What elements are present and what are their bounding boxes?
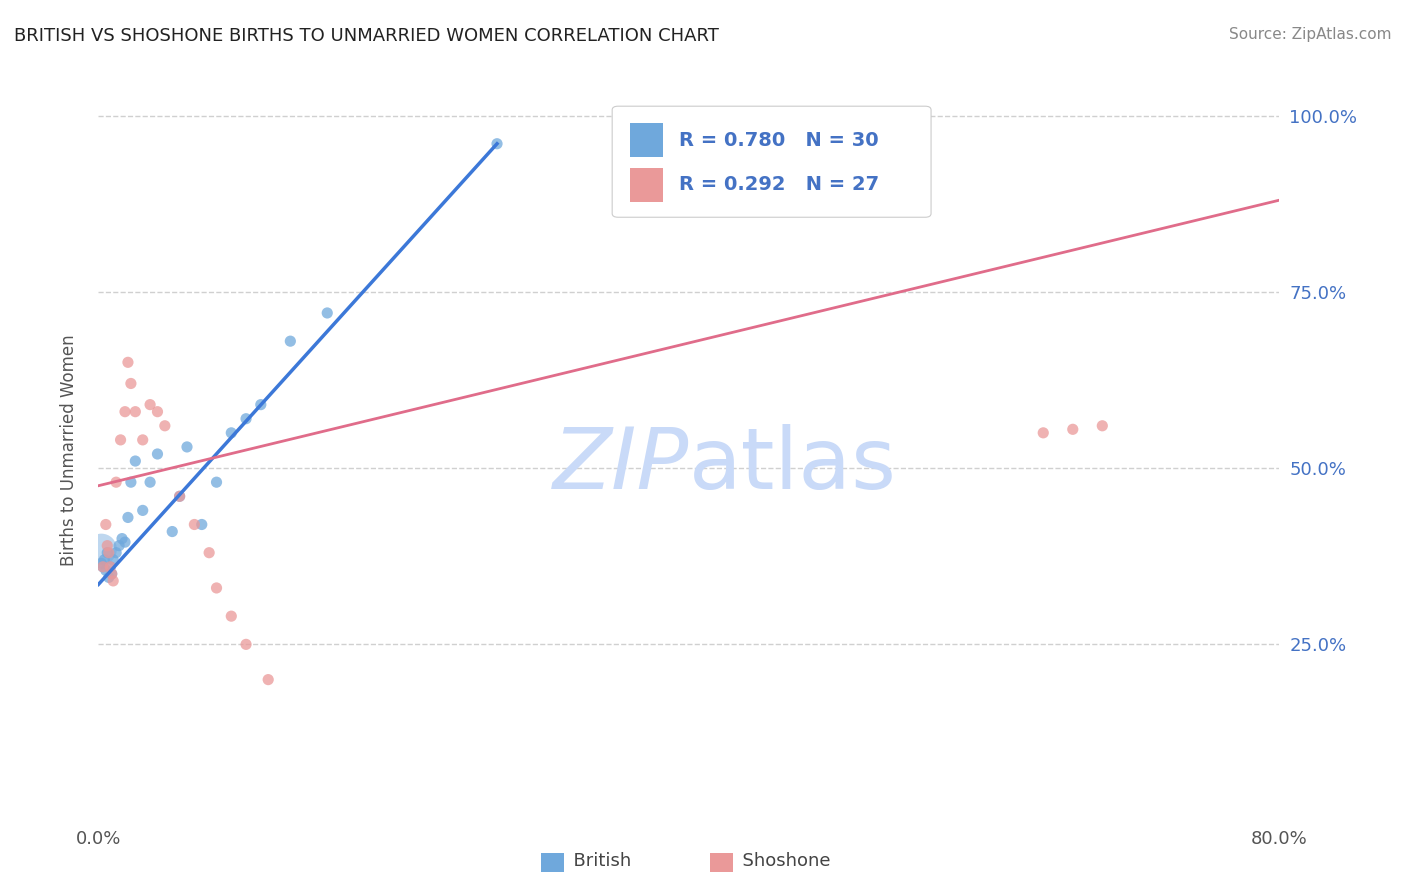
Point xyxy=(100,566,122,581)
Point xyxy=(221,425,243,440)
Point xyxy=(91,559,114,574)
Point xyxy=(205,581,228,595)
Point xyxy=(90,542,112,557)
Y-axis label: Births to Unmarried Women: Births to Unmarried Women xyxy=(59,334,77,566)
Text: BRITISH VS SHOSHONE BIRTHS TO UNMARRIED WOMEN CORRELATION CHART: BRITISH VS SHOSHONE BIRTHS TO UNMARRIED … xyxy=(14,27,718,45)
Point xyxy=(183,517,205,532)
Point xyxy=(90,556,112,570)
Point xyxy=(169,489,191,503)
Point xyxy=(91,559,114,574)
Point xyxy=(120,376,142,391)
FancyBboxPatch shape xyxy=(630,123,664,157)
Point xyxy=(103,553,125,567)
Point xyxy=(93,553,115,567)
FancyBboxPatch shape xyxy=(612,106,931,218)
Point xyxy=(105,546,128,560)
Point xyxy=(139,398,162,412)
Point xyxy=(162,524,183,539)
Point xyxy=(117,355,139,369)
Point xyxy=(124,405,146,419)
Point xyxy=(139,475,162,490)
Text: R = 0.292   N = 27: R = 0.292 N = 27 xyxy=(679,175,880,194)
Point xyxy=(114,405,136,419)
Text: R = 0.780   N = 30: R = 0.780 N = 30 xyxy=(679,131,879,150)
Text: British: British xyxy=(562,852,631,870)
Point xyxy=(94,563,117,577)
Point xyxy=(205,475,228,490)
Point xyxy=(96,546,118,560)
Point xyxy=(117,510,139,524)
Point xyxy=(257,673,280,687)
Point xyxy=(198,546,221,560)
Point xyxy=(1062,422,1084,436)
Point xyxy=(124,454,146,468)
Point xyxy=(176,440,198,454)
Point xyxy=(120,475,142,490)
Point xyxy=(146,447,169,461)
Point xyxy=(146,405,169,419)
Point xyxy=(100,566,122,581)
Point xyxy=(169,489,191,503)
Point xyxy=(235,411,257,425)
Point xyxy=(132,433,155,447)
Point xyxy=(105,475,128,490)
Point xyxy=(108,539,131,553)
Point xyxy=(97,546,120,560)
Text: Source: ZipAtlas.com: Source: ZipAtlas.com xyxy=(1229,27,1392,42)
FancyBboxPatch shape xyxy=(630,168,664,202)
Point xyxy=(96,539,118,553)
Point xyxy=(316,306,339,320)
Text: ZIP: ZIP xyxy=(553,424,689,507)
Point xyxy=(98,559,121,574)
Point xyxy=(280,334,302,348)
Point xyxy=(1091,418,1114,433)
Point xyxy=(114,535,136,549)
Point xyxy=(1032,425,1054,440)
Point xyxy=(191,517,214,532)
Point xyxy=(153,418,176,433)
Point xyxy=(221,609,243,624)
Point xyxy=(111,532,134,546)
Point xyxy=(98,559,121,574)
Point xyxy=(94,517,117,532)
Text: Shoshone: Shoshone xyxy=(731,852,831,870)
Point xyxy=(110,433,132,447)
Point xyxy=(235,637,257,651)
Point xyxy=(486,136,509,151)
Point xyxy=(97,570,120,584)
Text: atlas: atlas xyxy=(689,424,897,507)
Point xyxy=(103,574,125,588)
Point xyxy=(132,503,155,517)
Point xyxy=(250,398,273,412)
